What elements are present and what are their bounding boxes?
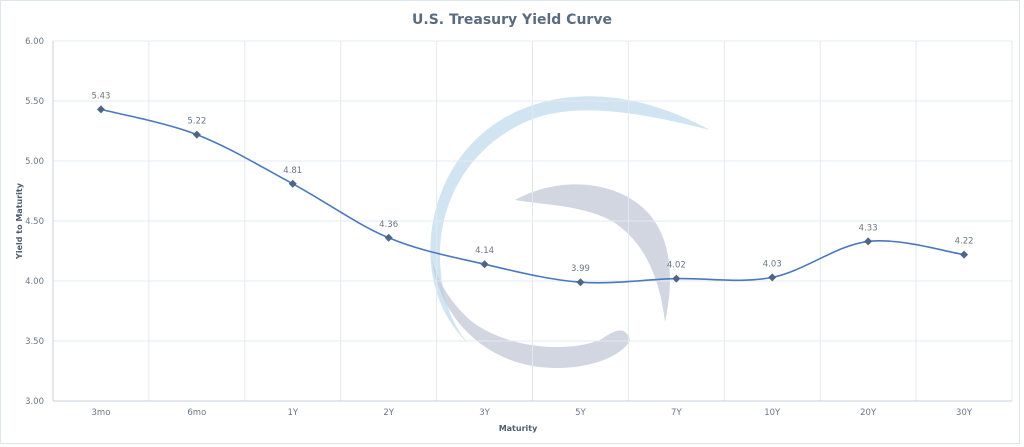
x-tick-label: 5Y xyxy=(575,408,586,418)
data-label: 4.36 xyxy=(379,220,398,230)
series-markers xyxy=(96,105,969,287)
watermark-lower-arc xyxy=(432,260,630,369)
data-label: 4.14 xyxy=(475,246,494,256)
axes xyxy=(52,41,1012,402)
x-tick-label: 30Y xyxy=(956,408,973,418)
y-tick-label: 4.50 xyxy=(25,217,44,227)
watermark-inner-arc xyxy=(515,184,670,322)
logo-watermark xyxy=(430,96,710,369)
x-tick-label: 2Y xyxy=(383,408,394,418)
y-tick-label: 5.50 xyxy=(25,97,44,107)
y-tick-label: 3.50 xyxy=(25,337,44,347)
data-label: 4.02 xyxy=(667,261,686,271)
x-axis-title: Maturity xyxy=(499,424,538,433)
data-point-marker xyxy=(960,250,969,259)
data-point-marker xyxy=(384,233,393,242)
data-point-marker xyxy=(864,237,873,246)
gridlines xyxy=(53,40,1013,401)
data-point-marker xyxy=(480,260,489,269)
chart-title: U.S. Treasury Yield Curve xyxy=(412,12,612,28)
data-point-marker xyxy=(768,273,777,282)
x-axis-ticks: 3mo 6mo 1Y 2Y 3Y 5Y 7Y 10Y 20Y 30Y xyxy=(92,408,973,418)
data-point-marker xyxy=(96,105,105,114)
data-labels: 5.43 5.22 4.81 4.36 4.14 3.99 4.02 4.03 4.33 4.22 xyxy=(91,91,973,274)
data-label: 4.33 xyxy=(859,223,878,233)
data-label: 4.81 xyxy=(283,166,302,176)
data-label: 4.22 xyxy=(955,237,974,247)
x-tick-label: 7Y xyxy=(671,408,682,418)
watermark-outer-arc xyxy=(430,96,710,345)
y-axis-title: Yield to Maturity xyxy=(15,182,24,260)
data-label: 4.03 xyxy=(763,259,782,269)
x-tick-label: 6mo xyxy=(187,408,206,418)
x-tick-label: 20Y xyxy=(860,408,877,418)
x-tick-label: 10Y xyxy=(764,408,781,418)
data-label: 5.43 xyxy=(91,91,110,101)
data-point-marker xyxy=(576,278,585,287)
y-tick-label: 3.00 xyxy=(25,397,44,407)
x-tick-label: 3Y xyxy=(479,408,490,418)
y-tick-label: 6.00 xyxy=(25,37,44,47)
x-tick-label: 3mo xyxy=(92,408,111,418)
y-tick-label: 4.00 xyxy=(25,277,44,287)
data-point-marker xyxy=(672,274,681,283)
data-label: 5.22 xyxy=(187,117,206,127)
data-point-marker xyxy=(288,179,297,188)
y-axis-ticks: 3.00 3.50 4.00 4.50 5.00 5.50 6.00 xyxy=(25,37,44,407)
data-point-marker xyxy=(192,130,201,139)
series-line-yield xyxy=(100,108,965,284)
x-tick-label: 1Y xyxy=(287,408,298,418)
data-label: 3.99 xyxy=(571,264,590,274)
y-tick-label: 5.00 xyxy=(25,157,44,167)
